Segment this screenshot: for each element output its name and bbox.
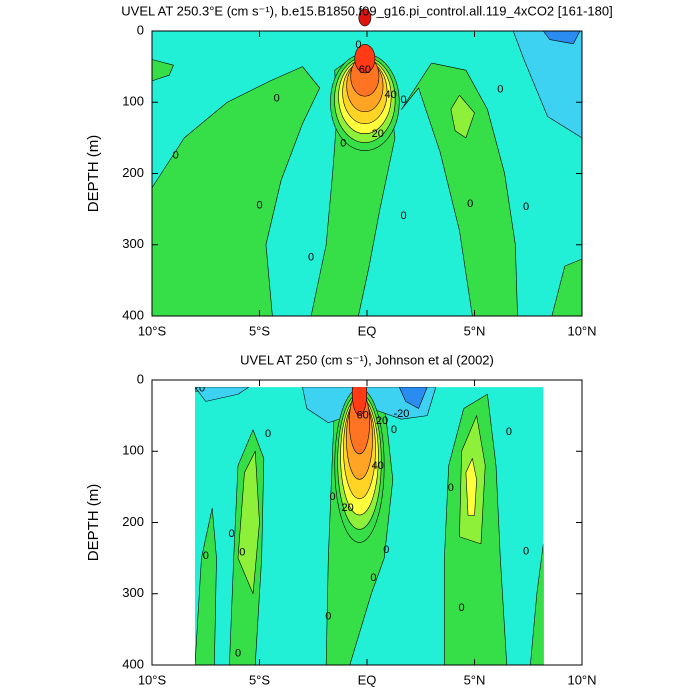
contour-fill <box>195 387 250 402</box>
x-tick-label: 10°N <box>567 323 596 338</box>
contour-label: 0 <box>239 546 245 558</box>
contour-fill <box>151 66 321 317</box>
contour-label: 0 <box>203 550 209 562</box>
y-tick-label: 200 <box>122 514 144 529</box>
chart-title: UVEL AT 250.3°E (cm s⁻¹), b.e15.B1850.f0… <box>121 3 612 18</box>
contour-label: 0 <box>400 94 406 106</box>
contour-label: 0 <box>325 610 331 622</box>
contour-label: 0 <box>173 150 179 162</box>
contour-label: 0 <box>355 39 361 51</box>
contour-label: 0 <box>308 251 314 263</box>
contour-label: 0 <box>523 546 529 558</box>
contour-fill <box>358 8 372 27</box>
contour-label: 0 <box>330 491 336 503</box>
contour-fill <box>398 387 428 409</box>
y-tick-label: 0 <box>137 371 144 386</box>
contour-label: 0 <box>400 210 406 222</box>
contour-label: 60 <box>357 410 369 422</box>
y-tick-label: 0 <box>137 22 144 37</box>
x-tick-label: 10°S <box>138 323 167 338</box>
x-tick-label: EQ <box>358 672 377 687</box>
contour-label: 60 <box>359 64 371 76</box>
contour-label: 0 <box>448 482 454 494</box>
contour-label: 0 <box>228 528 234 540</box>
y-axis-label: DEPTH (m) <box>85 484 102 562</box>
contour-label: 20 <box>376 415 388 427</box>
x-tick-label: 10°S <box>138 672 167 687</box>
contour-label: 20 <box>342 502 354 514</box>
contour-label: 40 <box>372 460 384 472</box>
contour-label: 0 <box>274 93 280 105</box>
y-tick-label: 200 <box>122 165 144 180</box>
contour-label: 0 <box>391 424 397 436</box>
contour-label: 20 <box>372 128 384 140</box>
contour-fill <box>530 543 544 665</box>
x-tick-label: 5°N <box>464 672 486 687</box>
contour-fill <box>237 450 260 595</box>
y-tick-label: 100 <box>122 443 144 458</box>
chart-title: UVEL AT 250 (cm s⁻¹), Johnson et al (200… <box>240 352 494 367</box>
x-tick-label: 5°N <box>464 323 486 338</box>
contour-label: 0 <box>459 602 465 614</box>
y-axis-label: DEPTH (m) <box>85 135 102 213</box>
x-tick-label: 5°S <box>249 672 270 687</box>
x-tick-label: 5°S <box>249 323 270 338</box>
contour-fill <box>354 44 376 74</box>
contour-label: 0 <box>370 572 376 584</box>
contour-label: 0 <box>265 428 271 440</box>
contour-fill <box>450 94 475 139</box>
contour-label: 0 <box>340 137 346 149</box>
y-tick-label: 400 <box>122 656 144 671</box>
contour-label: -20 <box>189 382 205 394</box>
y-tick-label: 300 <box>122 236 144 251</box>
contour-label: 0 <box>383 544 389 556</box>
x-tick-label: 10°N <box>567 672 596 687</box>
contour-label: 40 <box>385 89 397 101</box>
plot-area: 0 60 40 20 0 0 0 0 0 0 0 0 0 0 <box>151 8 583 317</box>
contour-label: 0 <box>235 648 241 660</box>
y-tick-label: 400 <box>122 307 144 322</box>
contour-label: 0 <box>256 199 262 211</box>
y-tick-label: 300 <box>122 585 144 600</box>
contour-fill <box>465 458 477 516</box>
contour-fill <box>195 507 217 665</box>
contour-fill <box>401 62 518 317</box>
x-tick-label: EQ <box>358 323 377 338</box>
contour-label: 0 <box>497 83 503 95</box>
contour-label: 0 <box>467 198 473 210</box>
y-tick-label: 100 <box>122 94 144 109</box>
contour-label: 0 <box>506 426 512 438</box>
contour-label: 0 <box>523 201 529 213</box>
contour-label: -20 <box>393 408 409 420</box>
contour-fill <box>351 387 368 416</box>
